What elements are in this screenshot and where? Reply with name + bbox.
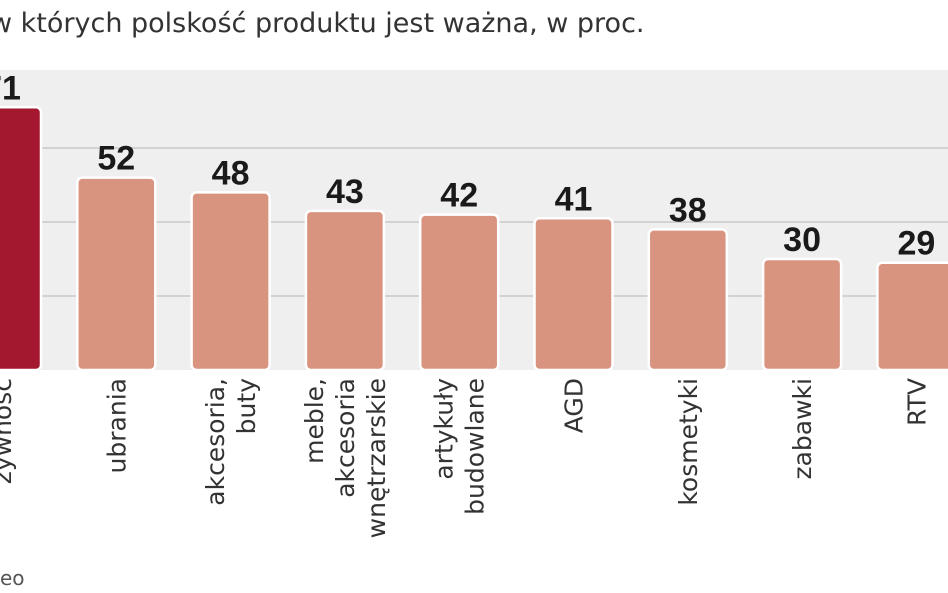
value-label: 38	[669, 191, 707, 229]
bar	[761, 257, 843, 372]
bar	[190, 191, 271, 372]
source-text: eo	[0, 566, 25, 590]
bar	[76, 176, 157, 372]
value-label: 48	[212, 154, 250, 192]
chart-title: w których polskość produktu jest ważna, …	[0, 8, 645, 39]
value-label: 52	[97, 140, 135, 178]
bar	[876, 261, 948, 372]
category-label: ubrania	[102, 378, 131, 473]
category-label: akcesoria	[331, 378, 360, 498]
category-label: akcesoria,	[201, 378, 230, 506]
category-label: zabawki	[788, 378, 817, 480]
category-label: budowlane	[461, 378, 490, 515]
category-label: żywność	[0, 378, 17, 484]
category-label: buty	[232, 378, 261, 435]
bar	[0, 106, 43, 372]
value-label: 41	[555, 180, 593, 218]
category-label: AGD	[560, 378, 589, 433]
bar	[647, 228, 729, 372]
category-label: artykuły	[430, 378, 459, 480]
category-label: kosmetyki	[674, 378, 703, 506]
category-label: wnętrzarskie	[362, 378, 391, 538]
category-label: meble,	[300, 378, 329, 464]
value-label: 29	[897, 225, 935, 263]
bar	[304, 209, 386, 372]
category-label: RTV	[902, 378, 931, 426]
bar	[533, 217, 614, 372]
value-label: 43	[326, 173, 364, 211]
bar	[418, 213, 500, 372]
value-label: 42	[440, 177, 478, 215]
value-label: 71	[0, 69, 21, 107]
value-label: 30	[783, 221, 821, 259]
